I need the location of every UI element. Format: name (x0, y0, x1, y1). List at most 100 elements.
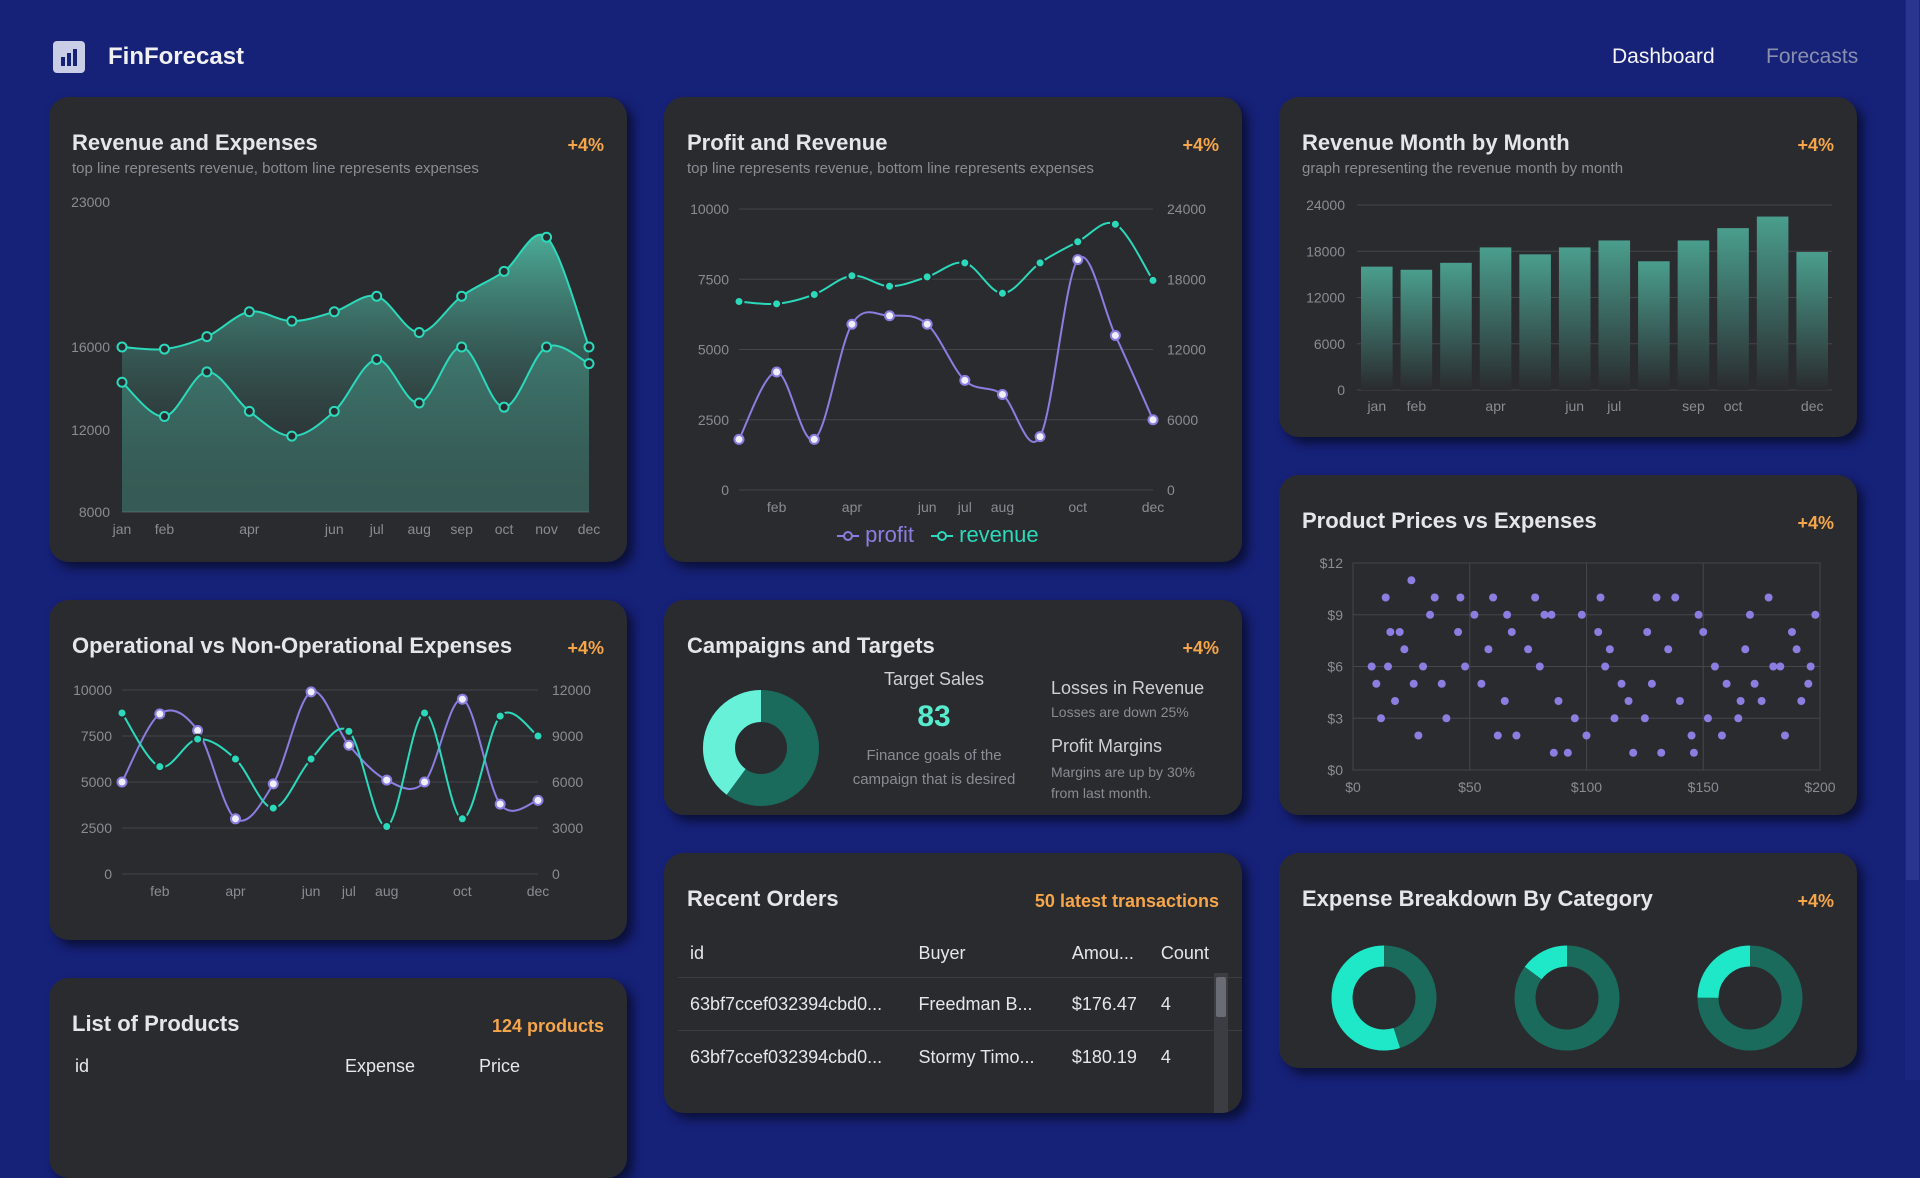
scrollbar-thumb[interactable] (1906, 0, 1919, 880)
scatter-point (1750, 679, 1759, 688)
product-prices-card: Product Prices vs Expenses +4% $0 $3 $6 $9 $… (1279, 475, 1857, 815)
bar (1598, 240, 1631, 390)
y-tick-label: 16000 (71, 339, 110, 355)
data-point (413, 327, 425, 338)
column-header-price[interactable]: Price (479, 1056, 521, 1076)
scatter-point (1710, 662, 1719, 671)
growth-badge: +4% (1182, 135, 1219, 155)
data-point (1034, 257, 1046, 269)
order-id: 63bf7ccef032394cbd0... (678, 977, 907, 1031)
bar (1440, 262, 1472, 390)
target-sales-description: Finance goals of the campaign that is de… (852, 747, 1016, 788)
data-point (328, 306, 340, 318)
data-point (996, 388, 1008, 400)
data-point (305, 753, 317, 765)
data-point (959, 374, 971, 386)
x-tick-label: $100 (1571, 779, 1602, 795)
expense-breakdown-card: Expense Breakdown By Category +4% (1279, 853, 1857, 1068)
x-tick-label: dec (578, 521, 601, 537)
y-tick-label: $9 (1327, 607, 1343, 623)
card-title: Product Prices vs Expenses (1302, 508, 1597, 533)
scatter-point (1792, 645, 1801, 654)
growth-badge: +4% (1797, 513, 1834, 533)
column-header-count[interactable]: Count (1160, 942, 1209, 963)
column-header-id[interactable]: id (75, 1056, 90, 1076)
bar (1400, 269, 1433, 390)
scatter-point (1500, 697, 1509, 705)
nav-dashboard[interactable]: Dashboard (1612, 45, 1715, 68)
column-header-id[interactable]: id (690, 942, 705, 963)
x-tick-label: jun (917, 499, 937, 515)
data-point (419, 776, 431, 788)
data-point (541, 341, 553, 353)
scatter-point (1769, 662, 1778, 671)
data-point (201, 366, 213, 378)
y-tick-label: 18000 (1306, 243, 1345, 259)
y-right-tick-label: 6000 (1167, 412, 1198, 428)
x-tick-label: jul (369, 521, 384, 537)
y-right-tick-label: 18000 (1167, 271, 1206, 287)
bar (1519, 254, 1551, 390)
column-header-buyer[interactable]: Buyer (918, 942, 966, 963)
data-point (158, 411, 170, 423)
legend-revenue[interactable]: revenue (931, 522, 1039, 548)
legend-label: profit (865, 522, 915, 547)
growth-badge: +4% (567, 638, 604, 658)
scatter-point (1377, 714, 1386, 723)
page-scrollbar[interactable] (1905, 0, 1920, 1080)
scatter-point (1367, 662, 1376, 671)
order-buyer: Freedman B... (906, 977, 1060, 1031)
x-tick-label: jun (1564, 398, 1584, 414)
y-left-tick-label: 10000 (73, 682, 112, 698)
table-scrollbar[interactable] (1214, 973, 1228, 1113)
y-left-tick-label: 5000 (81, 774, 112, 790)
revenue-month-card: Revenue Month by Month graph representin… (1279, 97, 1857, 437)
scatter-point (1797, 697, 1806, 705)
data-point (808, 288, 820, 300)
margins-description: Margins are up by 30% from last month. (1051, 764, 1195, 801)
data-point (456, 290, 468, 302)
app-brand[interactable]: FinForecast (108, 43, 245, 70)
table-scrollbar-thumb[interactable] (1216, 977, 1226, 1017)
scatter-point (1734, 714, 1743, 723)
scatter-point (1489, 593, 1498, 602)
growth-badge: +4% (567, 135, 604, 155)
order-count: 4 (1148, 1030, 1242, 1083)
scatter-point (1503, 610, 1512, 619)
scatter-point (1624, 697, 1633, 705)
operational-expenses-chart: 0 2500 5000 7500 10000 0 3000 6000 9000 12000 feb a… (73, 682, 591, 899)
card-subtitle: top line represents revenue, bottom line… (687, 160, 1094, 177)
data-point (201, 331, 213, 343)
data-point (286, 315, 298, 327)
y-right-tick-label: 0 (1167, 482, 1175, 498)
card-title: Revenue and Expenses (72, 130, 318, 155)
column-header-amount[interactable]: Amou... (1071, 942, 1134, 963)
data-point (419, 707, 431, 719)
orders-count-badge: 50 latest transactions (1034, 891, 1219, 911)
data-point (1109, 218, 1121, 230)
x-tick-label: sep (450, 521, 473, 537)
scatter-point (1493, 731, 1502, 740)
data-point (243, 306, 255, 318)
order-count: 4 (1148, 977, 1242, 1031)
scatter-point (1454, 628, 1463, 636)
data-point (733, 295, 745, 307)
table-row[interactable]: 63bf7ccef032394cbd0... Stormy Timo... $1… (678, 1030, 1242, 1083)
x-tick-label: apr (239, 521, 260, 537)
nav-forecasts[interactable]: Forecasts (1766, 45, 1859, 68)
data-point (456, 693, 468, 705)
column-header-expense[interactable]: Expense (345, 1056, 416, 1076)
card-title: Operational vs Non-Operational Expenses (72, 633, 513, 658)
y-right-tick-label: 0 (552, 866, 560, 882)
scatter-point (1484, 645, 1493, 654)
y-tick-label: 23000 (71, 194, 110, 210)
growth-badge: +4% (1797, 891, 1834, 911)
data-point (1072, 236, 1084, 248)
top-bar: FinForecast Dashboard Forecasts (0, 0, 1920, 110)
scatter-point (1437, 679, 1446, 688)
table-row[interactable]: 63bf7ccef032394cbd0... Freedman B... $17… (678, 977, 1242, 1031)
legend-profit[interactable]: profit (837, 522, 914, 548)
x-tick-label: jan (1366, 398, 1386, 414)
legend-line-icon (837, 531, 859, 542)
y-tick-label: $12 (1320, 555, 1344, 571)
